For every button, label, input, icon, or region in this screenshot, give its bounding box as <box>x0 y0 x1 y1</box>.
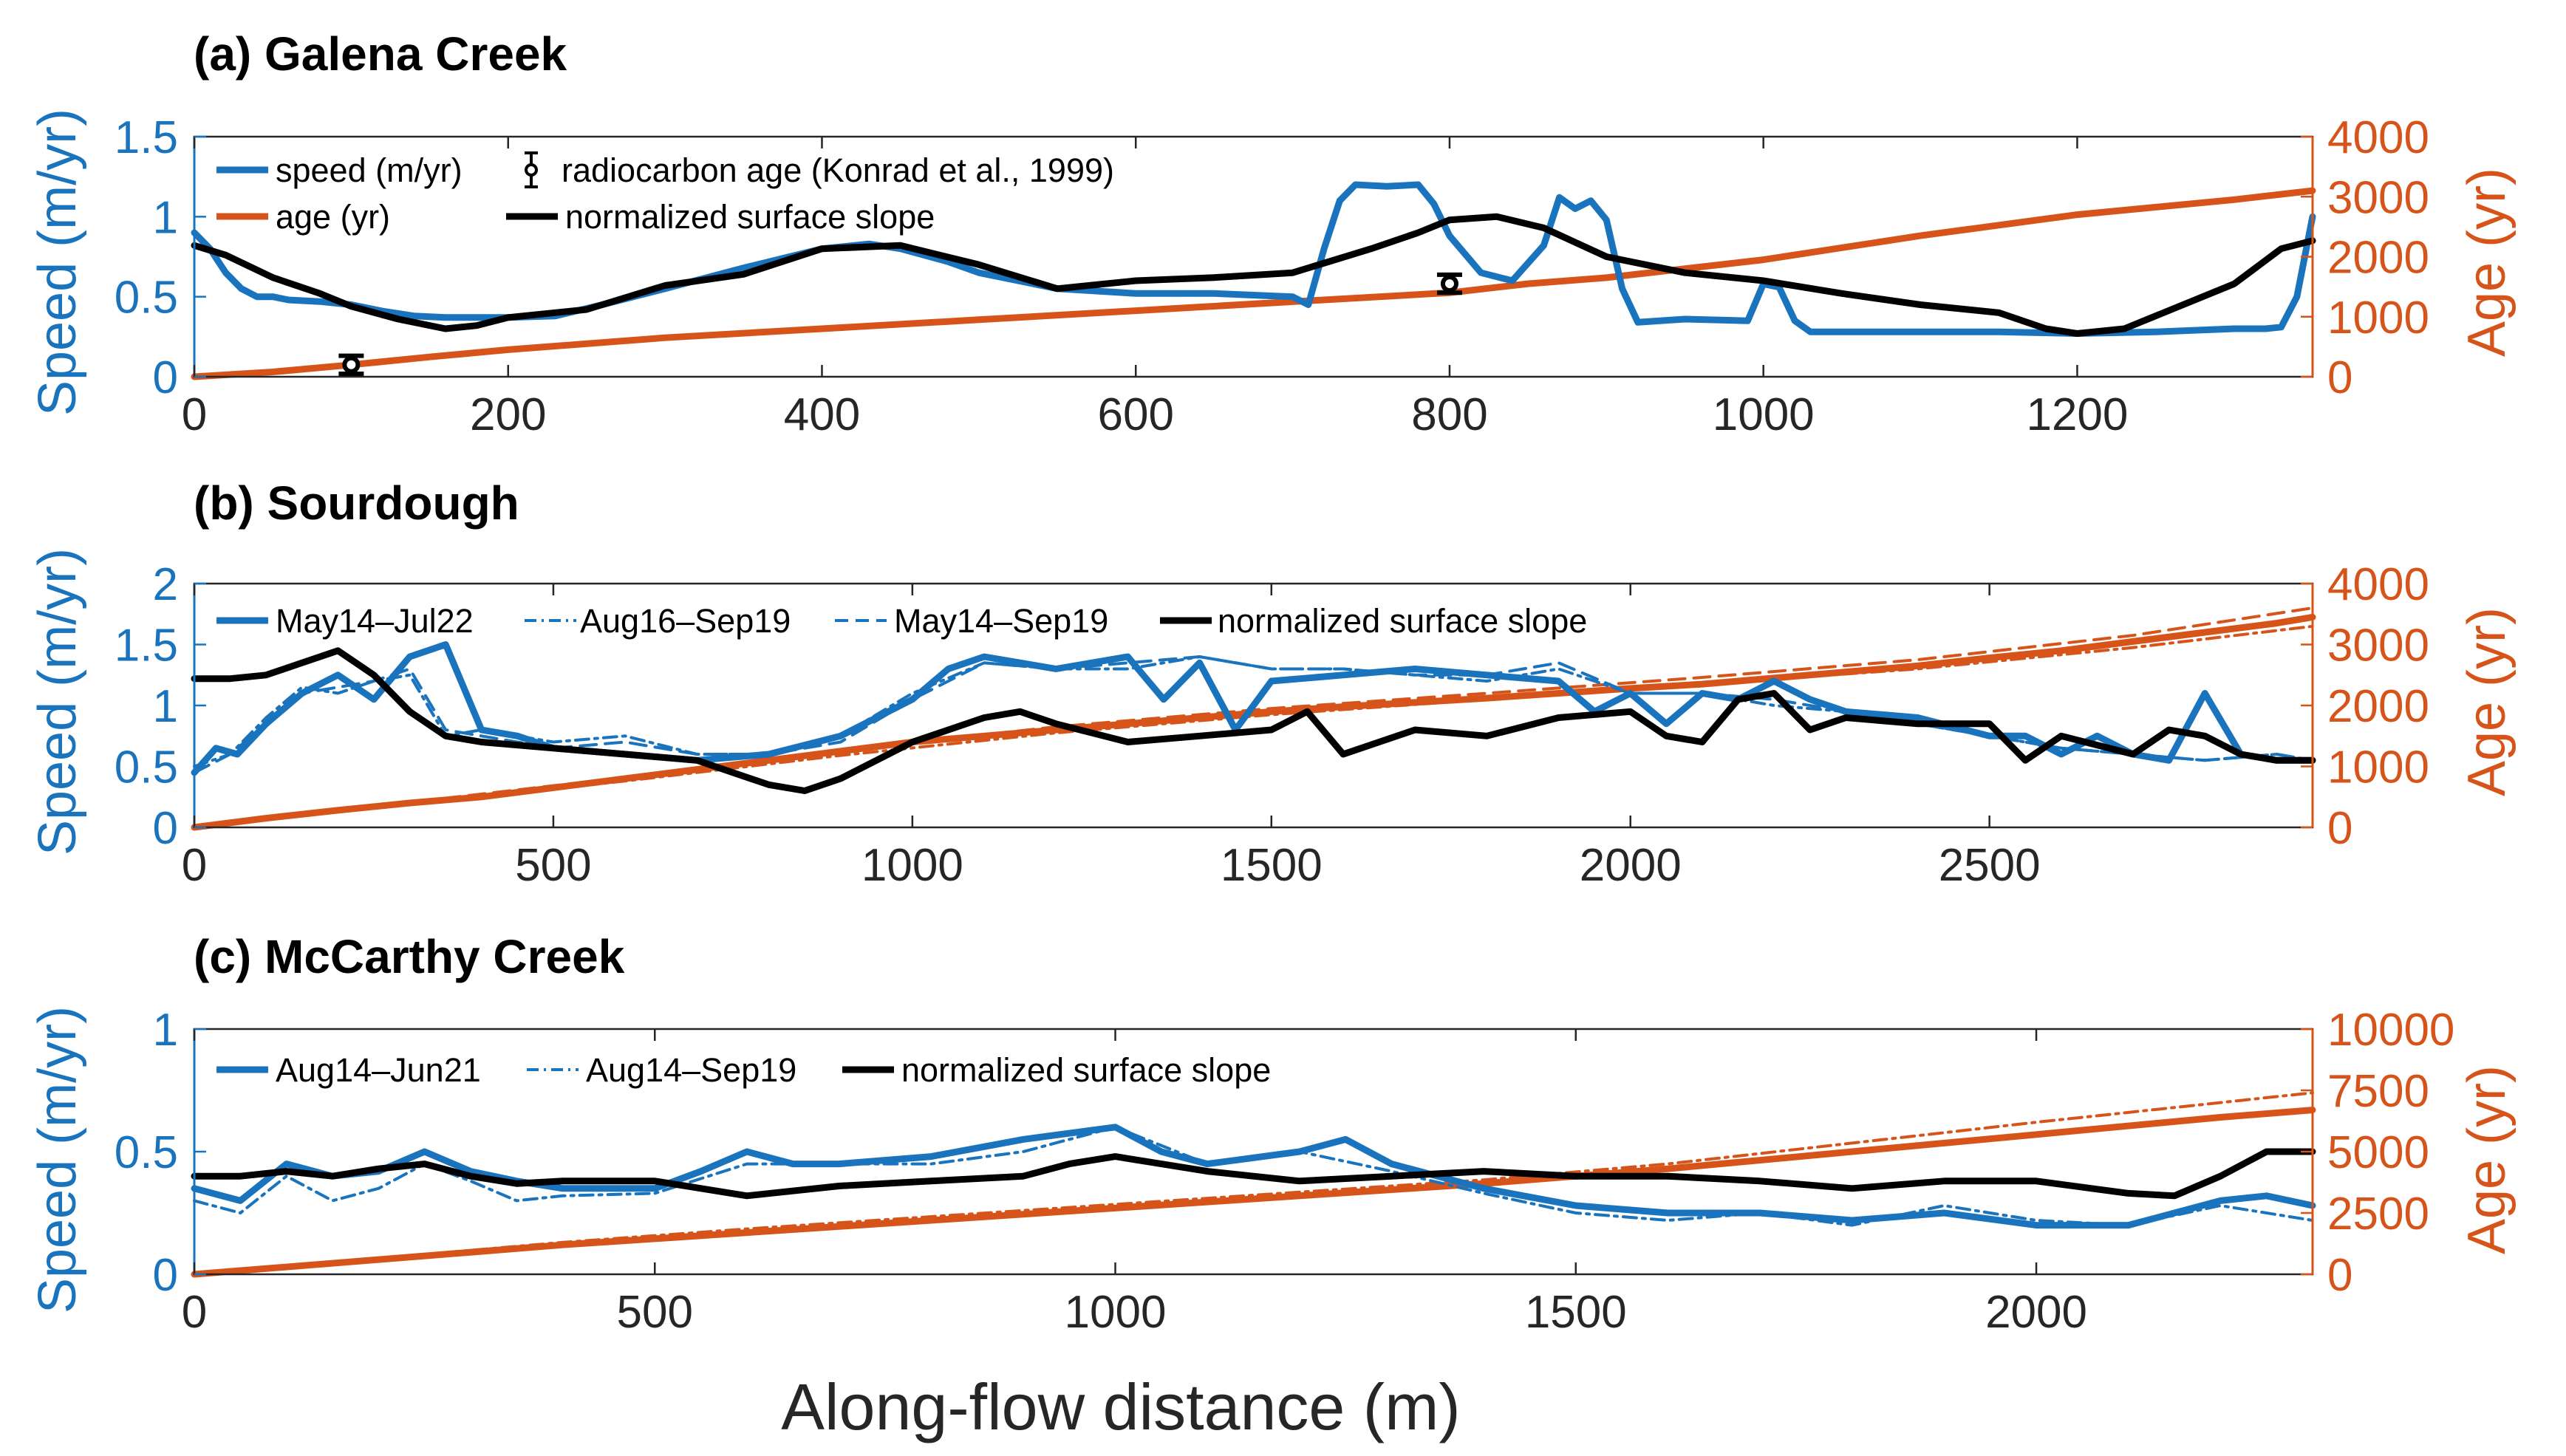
panel-a-ytick-right-label: 4000 <box>2327 112 2429 163</box>
panel-c-ytick-right-label: 10000 <box>2327 1005 2454 1056</box>
panel-b-ytick-right-label: 3000 <box>2327 621 2429 671</box>
panel-c-series-normalized-surface-slope <box>191 1148 2316 1200</box>
legend-a-radiocarbon-label: radiocarbon age (Konrad et al., 1999) <box>562 151 1114 189</box>
panel-a-series-normalized-surface-slope <box>191 213 2316 337</box>
panel-a-series-age-yr <box>191 187 2316 380</box>
panel-b-xtick-label: 1000 <box>861 840 963 891</box>
panel-b-series-age-may14-jul22 <box>191 613 2316 831</box>
legend-c-aug14sep19-label: Aug14–Sep19 <box>586 1051 796 1089</box>
panel-a-xtick-label: 800 <box>1411 389 1487 440</box>
panel-c-ytick-right-label: 0 <box>2327 1250 2352 1301</box>
x-axis-label: Along-flow distance (m) <box>781 1370 1460 1443</box>
panel-b-series-normalized-surface-slope <box>191 647 2316 794</box>
panel-a-legend: speed (m/yr) radiocarbon age (Konrad et … <box>216 151 1114 236</box>
panel-a-xtick-label: 200 <box>470 389 546 440</box>
legend-b-aug16sep19-label: Aug16–Sep19 <box>580 602 791 640</box>
panel-c-ytick-right-label: 7500 <box>2327 1066 2429 1117</box>
panel-b-xtick-label: 0 <box>182 840 207 891</box>
panel-b-ytick-left-label: 0.5 <box>115 742 178 793</box>
panel-b-xtick-label: 500 <box>515 840 591 891</box>
panel-b-ytick-right-label: 0 <box>2327 803 2352 854</box>
panel-a-series-speed-m-yr <box>191 181 2316 337</box>
panel-a-xtick-label: 1200 <box>2026 389 2128 440</box>
legend-a-slope-label: normalized surface slope <box>565 198 935 236</box>
panel-c-series-age-aug14-jun21 <box>191 1107 2316 1278</box>
panel-c-ylabel-left: Speed (m/yr) <box>28 1006 87 1313</box>
panel-c-ytick-left-label: 0.5 <box>115 1127 178 1178</box>
legend-b-may14sep19-label: May14–Sep19 <box>894 602 1108 640</box>
panel-b-series-age-aug16-sep19 <box>193 624 2314 829</box>
panel-b-ytick-left-label: 1.5 <box>115 621 178 671</box>
legend-c-aug14jun21-label: Aug14–Jun21 <box>276 1051 481 1089</box>
panel-a-ytick-right-label: 3000 <box>2327 172 2429 223</box>
panel-c-title: (c) McCarthy Creek <box>194 930 625 983</box>
panel-b-series-age-may14-sep19 <box>193 606 2314 829</box>
panel-b-title: (b) Sourdough <box>194 476 519 530</box>
panel-b-ytick-left-label: 2 <box>153 559 178 610</box>
panel-c-xtick-label: 1500 <box>1525 1287 1627 1338</box>
panel-b-ylabel-right: Age (yr) <box>2457 607 2516 796</box>
panel-a-ylabel-right: Age (yr) <box>2457 168 2516 357</box>
panel-b-xtick-label: 1500 <box>1221 840 1323 891</box>
errorbar-marker <box>1440 275 1458 293</box>
errorbar-marker <box>342 355 361 374</box>
legend-b-may14jul22-label: May14–Jul22 <box>276 602 474 640</box>
panel-a-xtick-label: 400 <box>784 389 860 440</box>
panel-c-xtick-label: 0 <box>182 1287 207 1338</box>
panel-c-ytick-right-label: 5000 <box>2327 1127 2429 1178</box>
panel-a-radiocarbon-point <box>338 353 364 376</box>
panel-b-plot: 0 500 1000 1500 2000 250000.511.5201000200030… <box>115 559 2429 891</box>
panel-a-title: (a) Galena Creek <box>194 27 567 81</box>
panel-c-series-age-aug14-sep19 <box>193 1091 2314 1276</box>
panel-a-xtick-label: 0 <box>182 389 207 440</box>
panel-a-ytick-right-label: 2000 <box>2327 233 2429 284</box>
panel-a-xtick-label: 1000 <box>1713 389 1815 440</box>
panel-c-plot: 0 500 1000 1500 2000 0 0.5 1 0 2500 5000 7500 10000 <box>115 1005 2455 1338</box>
panel-c-xtick-label: 500 <box>617 1287 693 1338</box>
panel-c-xtick-label: 2000 <box>1985 1287 2087 1338</box>
panel-a: (a) Galena Creek Speed (m/yr) Age (yr) 0… <box>28 27 2516 440</box>
panel-a-ytick-left-label: 0.5 <box>115 273 178 324</box>
panel-b-xtick-label: 2000 <box>1580 840 1682 891</box>
legend-b-slope-label: normalized surface slope <box>1218 602 1587 640</box>
panel-a-ytick-left-label: 0 <box>153 352 178 403</box>
panel-b-series-may14-sep19 <box>193 655 2314 774</box>
panel-a-ytick-left-label: 1 <box>153 192 178 243</box>
panel-a-ytick-right-label: 0 <box>2327 352 2352 403</box>
panel-b-ytick-left-label: 0 <box>153 803 178 854</box>
panel-b: (b) Sourdough Speed (m/yr) Age (yr) 0 500… <box>28 476 2516 891</box>
panel-a-ylabel-left: Speed (m/yr) <box>28 109 87 416</box>
panel-c-series-aug14-sep19 <box>193 1125 2314 1227</box>
panel-b-xtick-label: 2500 <box>1939 840 2041 891</box>
panel-b-ytick-right-label: 1000 <box>2327 742 2429 793</box>
panel-c-ylabel-right: Age (yr) <box>2457 1065 2516 1254</box>
legend-a-speed-label: speed (m/yr) <box>276 151 463 189</box>
panel-a-ytick-right-label: 1000 <box>2327 293 2429 344</box>
panel-b-ytick-right-label: 4000 <box>2327 559 2429 610</box>
panel-b-ytick-right-label: 2000 <box>2327 681 2429 732</box>
panel-c: (c) McCarthy Creek Speed (m/yr) Age (yr)… <box>28 930 2516 1338</box>
panel-c-ytick-left-label: 0 <box>153 1250 178 1301</box>
panel-c-ytick-left-label: 1 <box>153 1005 178 1056</box>
panel-b-legend: May14–Jul22 Aug16–Sep19 May14–Sep19 norm… <box>216 602 1587 640</box>
panel-b-ylabel-left: Speed (m/yr) <box>28 548 87 855</box>
panel-b-ytick-left-label: 1 <box>153 681 178 732</box>
panel-a-xtick-label: 600 <box>1097 389 1173 440</box>
panel-a-ytick-left-label: 1.5 <box>115 112 178 163</box>
panel-a-radiocarbon-point <box>1436 272 1462 295</box>
panel-c-ytick-right-label: 2500 <box>2327 1189 2429 1240</box>
legend-a-radiocarbon-marker <box>525 151 538 188</box>
panel-b-series-may14-jul22 <box>191 641 2316 776</box>
legend-c-slope-label: normalized surface slope <box>901 1051 1271 1089</box>
legend-a-age-label: age (yr) <box>276 198 390 236</box>
panel-c-legend: Aug14–Jun21 Aug14–Sep19 normalized surfa… <box>216 1051 1271 1089</box>
panel-a-plot: 0 200 400 600 800 1000 1200 0 0.5 1 1.5 0 1000 2000 30… <box>115 112 2429 440</box>
panel-c-xtick-label: 1000 <box>1065 1287 1167 1338</box>
